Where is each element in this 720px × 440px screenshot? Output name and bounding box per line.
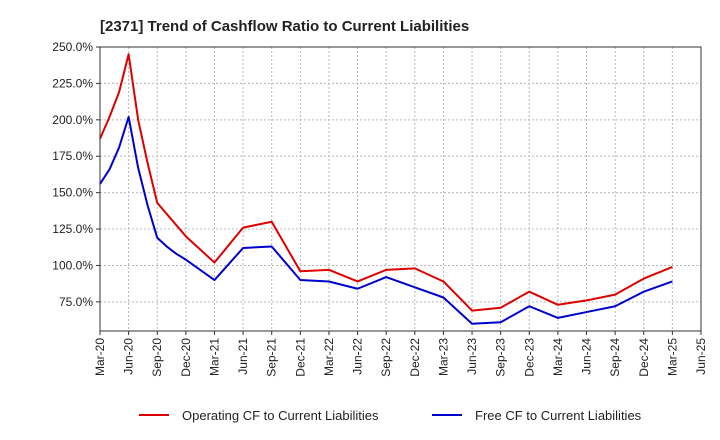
legend-label-1: Operating CF to Current Liabilities [182, 408, 379, 423]
y-tick-label: 200.0% [52, 113, 93, 127]
y-tick-label: 125.0% [52, 222, 93, 236]
x-tick-label: Jun-24 [580, 338, 594, 375]
grid-layer [99, 46, 702, 331]
series-layer [99, 53, 673, 325]
y-axis: 75.0% 100.0% 125.0% 150.0% 175.0% 200.0% 225.0… [52, 40, 100, 309]
x-tick-label: Sep-20 [150, 338, 164, 377]
x-tick-label: Dec-21 [293, 338, 307, 377]
legend: Operating CF to Current Liabilities Free … [139, 408, 642, 423]
x-tick-label: Dec-20 [179, 338, 193, 377]
x-tick-label: Dec-22 [408, 338, 422, 377]
series-line-2 [99, 115, 673, 325]
x-tick-label: Mar-23 [436, 338, 450, 376]
y-tick-label: 75.0% [59, 295, 93, 309]
y-tick-label: 225.0% [52, 76, 93, 90]
x-tick-label: Jun-25 [694, 338, 708, 375]
x-tick-label: Mar-21 [207, 338, 221, 376]
x-tick-label: Mar-25 [665, 338, 679, 376]
y-tick-label: 175.0% [52, 149, 93, 163]
y-tick-label: 150.0% [52, 186, 93, 200]
x-tick-label: Jun-23 [465, 338, 479, 375]
x-tick-label: Sep-23 [494, 338, 508, 377]
plot-frame [99, 46, 702, 332]
x-tick-label: Dec-24 [637, 338, 651, 377]
x-tick-label: Jun-21 [236, 338, 250, 375]
x-tick-label: Mar-22 [322, 338, 336, 376]
series-line-1 [99, 53, 673, 312]
x-tick-label: Sep-24 [608, 338, 622, 377]
legend-label-2: Free CF to Current Liabilities [475, 408, 642, 423]
x-axis: Mar-20 Jun-20 Sep-20 Dec-20 Mar-21 Jun-21 Sep-… [93, 331, 708, 377]
x-tick-label: Jun-20 [122, 338, 136, 375]
y-tick-label: 100.0% [52, 258, 93, 272]
x-tick-label: Jun-22 [351, 338, 365, 375]
chart-title: [2371] Trend of Cashflow Ratio to Curren… [100, 18, 469, 35]
x-tick-label: Mar-20 [93, 338, 107, 376]
x-tick-label: Dec-23 [522, 338, 536, 377]
x-tick-label: Mar-24 [551, 338, 565, 376]
x-tick-label: Sep-22 [379, 338, 393, 377]
y-tick-label: 250.0% [52, 40, 93, 54]
x-tick-label: Sep-21 [265, 338, 279, 377]
